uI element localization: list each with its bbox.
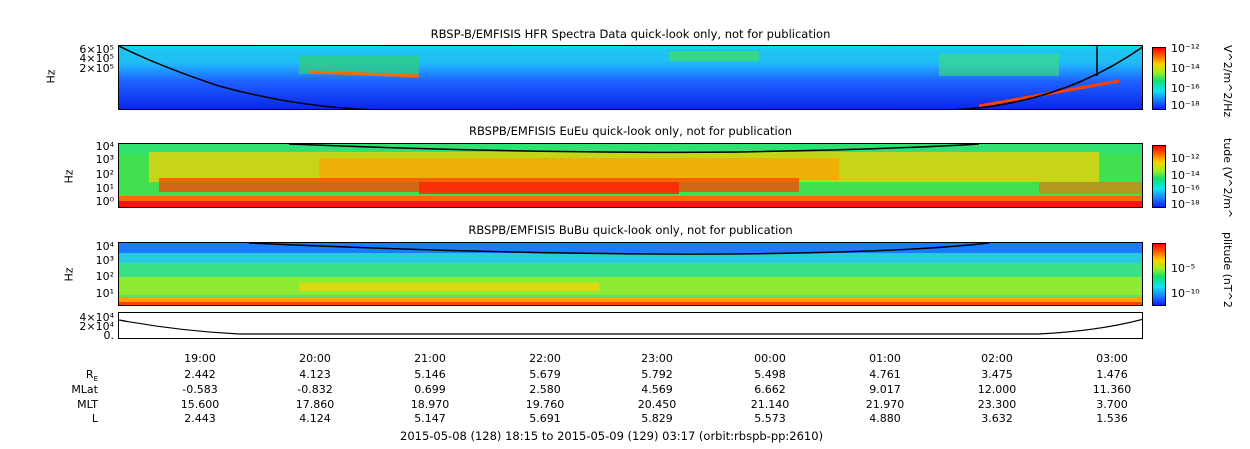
time-tick-label: 22:00 [529, 352, 561, 365]
ephemeris-cell: 1.536 [1096, 412, 1128, 425]
ephemeris-cell: -0.583 [182, 383, 218, 396]
hfr-ytick: 4×10⁵ [79, 52, 114, 65]
eueu-ytick: 10³ [95, 153, 114, 166]
hfr-ytick: 2×10⁵ [79, 62, 114, 75]
hfr-spectrogram [118, 45, 1143, 110]
ephemeris-cell: 0.699 [414, 383, 446, 396]
bubu-ytick: 10² [95, 270, 114, 283]
eueu-colorbar-tick: 10⁻¹⁸ [1171, 198, 1200, 211]
ephemeris-cell: 2.580 [529, 383, 561, 396]
ephemeris-cell: 6.662 [754, 383, 786, 396]
orbit-ytick: 0. [103, 329, 115, 342]
orbit-line-panel [118, 312, 1143, 339]
eueu-ytick: 10¹ [95, 182, 114, 195]
bubu-ylabel: Hz [62, 267, 76, 282]
hfr-colorbar-tick: 10⁻¹⁸ [1171, 99, 1200, 112]
ephemeris-cell: 21.140 [750, 398, 790, 411]
ephemeris-cell: 5.147 [414, 412, 446, 425]
hfr-colorbar [1152, 47, 1166, 110]
ephemeris-cell: 21.970 [865, 398, 905, 411]
ephemeris-cell: 5.792 [641, 368, 673, 381]
bubu-colorbar-tick: 10⁻¹⁰ [1171, 287, 1200, 300]
bubu-ytick: 10¹ [95, 287, 114, 300]
ephemeris-cell: 11.360 [1092, 383, 1132, 396]
ephemeris-cell: 18.970 [410, 398, 450, 411]
ephemeris-cell: 17.860 [295, 398, 335, 411]
ephemeris-cell: 19.760 [525, 398, 565, 411]
ephemeris-cell: -0.832 [297, 383, 333, 396]
ephemeris-cell: 15.600 [180, 398, 220, 411]
ephemeris-cell: 2.443 [184, 412, 216, 425]
hfr-colorbar-label: V^2/m^2/Hz [1221, 45, 1234, 118]
ephemeris-cell: 5.679 [529, 368, 561, 381]
time-tick-label: 02:00 [981, 352, 1013, 365]
ephemeris-cell: 9.017 [869, 383, 901, 396]
ephemeris-cell: 5.498 [754, 368, 786, 381]
ephemeris-row-label: L [91, 412, 98, 425]
eueu-ytick: 10⁴ [95, 140, 114, 153]
ephemeris-cell: 5.573 [754, 412, 786, 425]
bubu-spectrogram [118, 242, 1143, 306]
eueu-spectrogram [118, 143, 1143, 208]
eueu-title: RBSPB/EMFISIS EuEu quick-look only, not … [468, 124, 793, 138]
time-tick-label: 23:00 [641, 352, 673, 365]
ephemeris-cell: 4.569 [641, 383, 673, 396]
hfr-ylabel: Hz [44, 69, 58, 84]
bubu-ytick: 10⁴ [95, 240, 114, 253]
eueu-colorbar-tick: 10⁻¹² [1171, 152, 1200, 165]
hfr-title: RBSP-B/EMFISIS HFR Spectra Data quick-lo… [430, 27, 831, 41]
ephemeris-cell: 4.124 [299, 412, 331, 425]
bubu-ytick: 10³ [95, 254, 114, 267]
time-tick-label: 03:00 [1096, 352, 1128, 365]
eueu-ytick: 10² [95, 168, 114, 181]
time-tick-label: 00:00 [754, 352, 786, 365]
ephemeris-cell: 4.761 [869, 368, 901, 381]
ephemeris-cell: 20.450 [637, 398, 677, 411]
ephemeris-cell: 3.475 [981, 368, 1013, 381]
time-tick-label: 19:00 [184, 352, 216, 365]
ephemeris-row-label: RE [85, 368, 98, 384]
ephemeris-cell: 12.000 [977, 383, 1017, 396]
bubu-colorbar [1152, 243, 1166, 306]
time-tick-label: 01:00 [869, 352, 901, 365]
ephemeris-cell: 4.880 [869, 412, 901, 425]
hfr-colorbar-tick: 10⁻¹⁶ [1171, 82, 1200, 95]
eueu-colorbar-tick: 10⁻¹⁴ [1171, 169, 1200, 182]
ephemeris-cell: 23.300 [977, 398, 1017, 411]
orbit-ytick: 4×10⁴ [79, 311, 114, 324]
ephemeris-cell: 3.700 [1096, 398, 1128, 411]
eueu-colorbar-tick: 10⁻¹⁶ [1171, 183, 1200, 196]
bubu-colorbar-label: plitude (nT^2 [1221, 232, 1234, 308]
ephemeris-cell: 5.691 [529, 412, 561, 425]
ephemeris-cell: 4.123 [299, 368, 331, 381]
ephemeris-cell: 2.442 [184, 368, 216, 381]
ephemeris-cell: 5.146 [414, 368, 446, 381]
bubu-colorbar-tick: 10⁻⁵ [1171, 262, 1196, 275]
ephemeris-row-label: MLat [71, 383, 98, 396]
bubu-title: RBSPB/EMFISIS BuBu quick-look only, not … [468, 223, 793, 237]
eueu-colorbar [1152, 145, 1166, 208]
ephemeris-cell: 1.476 [1096, 368, 1128, 381]
time-tick-label: 20:00 [299, 352, 331, 365]
hfr-ytick: 6×10⁵ [79, 43, 114, 56]
time-tick-label: 21:00 [414, 352, 446, 365]
eueu-colorbar-label: tude (V^2/m^ [1221, 138, 1234, 219]
time-range-footer: 2015-05-08 (128) 18:15 to 2015-05-09 (12… [400, 429, 824, 443]
orbit-ytick: 2×10⁴ [79, 320, 114, 333]
eueu-ytick: 10⁰ [95, 195, 114, 208]
ephemeris-cell: 5.829 [641, 412, 673, 425]
eueu-ylabel: Hz [62, 169, 76, 184]
hfr-colorbar-tick: 10⁻¹² [1171, 42, 1200, 55]
ephemeris-cell: 3.632 [981, 412, 1013, 425]
ephemeris-row-label: MLT [77, 398, 98, 411]
hfr-colorbar-tick: 10⁻¹⁴ [1171, 62, 1200, 75]
